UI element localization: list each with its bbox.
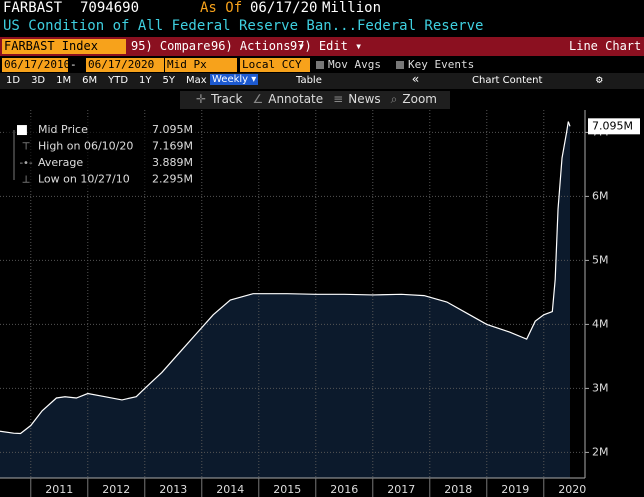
- tool-icon: ✛: [196, 92, 207, 106]
- compare[interactable]: 95) Compare: [131, 39, 211, 53]
- x-tick-label: 2018: [444, 483, 472, 496]
- period[interactable]: 5Y: [162, 75, 176, 86]
- tool-icon: ⌕: [390, 92, 398, 106]
- y-tick-label: 6M: [592, 189, 609, 202]
- y-tick-label: 4M: [592, 317, 609, 330]
- legend-label: High on 06/10/20: [38, 140, 133, 153]
- x-tick-label: 2017: [387, 483, 415, 496]
- frequency[interactable]: Weekly ▾: [210, 74, 259, 85]
- y-tick-label: 2M: [592, 445, 609, 458]
- checkbox[interactable]: [316, 61, 324, 69]
- field[interactable]: Mid Px: [165, 58, 237, 72]
- x-tick-label: 2020: [558, 483, 586, 496]
- ticker: FARBAST: [3, 0, 63, 16]
- x-tick-label: 2014: [216, 483, 244, 496]
- legend-box: [6, 119, 196, 189]
- tool[interactable]: Annotate: [268, 92, 324, 106]
- area: [0, 121, 570, 479]
- tool[interactable]: Zoom: [402, 92, 437, 106]
- chart-type[interactable]: Line Chart: [569, 39, 642, 53]
- x-tick-label: 2011: [45, 483, 73, 496]
- chart-content[interactable]: Chart Content: [472, 75, 543, 86]
- units: Million: [322, 0, 382, 16]
- tool-icon: ≡: [333, 92, 344, 106]
- legend-symbol: ■: [16, 123, 28, 138]
- period-bar: [0, 73, 644, 89]
- tool[interactable]: News: [348, 92, 381, 106]
- x-tick-label: 2013: [159, 483, 187, 496]
- legend-label: Low on 10/27/10: [38, 173, 130, 186]
- end-date[interactable]: 06/17/2020: [86, 58, 164, 72]
- x-tick-label: 2019: [501, 483, 529, 496]
- edit[interactable]: 97) Edit ▾: [290, 39, 363, 53]
- legend-symbol: ⊤: [22, 142, 31, 153]
- mov-avgs[interactable]: Mov Avgs: [328, 58, 381, 71]
- last: 7094690: [80, 0, 140, 16]
- checkbox[interactable]: [396, 61, 404, 69]
- legend-value: 3.889M: [152, 156, 193, 169]
- y-tick-label: 3M: [592, 381, 609, 394]
- key-events[interactable]: Key Events: [408, 58, 475, 71]
- legend-value: 7.095M: [152, 123, 193, 136]
- legend-symbol: ⊥: [22, 175, 31, 186]
- start-date[interactable]: 06/17/2010: [2, 58, 71, 72]
- periods: 1D 3D 1M 6M YTD 1Y 5Y Max: [6, 75, 218, 86]
- period[interactable]: 1D: [6, 75, 21, 86]
- last-price-label: 7.095M: [592, 119, 633, 132]
- tool[interactable]: Track: [211, 92, 243, 106]
- legend-value: 7.169M: [152, 140, 193, 153]
- as-of-date: 06/17/20: [250, 0, 318, 16]
- legend-symbol: -•-: [19, 158, 33, 169]
- period[interactable]: 6M: [82, 75, 98, 86]
- legend-label: Mid Price: [38, 123, 88, 136]
- dash: -: [70, 58, 77, 71]
- y-tick-label: 5M: [592, 253, 609, 266]
- security[interactable]: FARBAST Index: [2, 39, 126, 54]
- legend-label: Average: [38, 156, 83, 169]
- period[interactable]: Max: [186, 75, 207, 86]
- line: [0, 121, 571, 435]
- legend-value: 2.295M: [152, 173, 193, 186]
- tool-icon: ∠: [252, 92, 264, 106]
- last-price-box: [588, 118, 640, 135]
- period[interactable]: 1M: [56, 75, 72, 86]
- period[interactable]: 3D: [31, 75, 46, 86]
- tools: ✛ Track ∠ Annotate ≡ News ⌕ Zoom: [186, 92, 437, 107]
- x-tick-label: 2012: [102, 483, 130, 496]
- gear-icon[interactable]: ⚙: [596, 73, 603, 86]
- description: US Condition of All Federal Reserve Ban.…: [3, 18, 484, 34]
- table[interactable]: Table: [296, 75, 322, 86]
- period[interactable]: 1Y: [139, 75, 152, 86]
- actions[interactable]: 96) Actions ▾: [211, 39, 305, 53]
- tool-bar: [180, 91, 450, 109]
- as-of: As Of: [200, 0, 243, 16]
- x-tick-label: 2016: [330, 483, 358, 496]
- toolbar: [0, 37, 644, 56]
- currency[interactable]: Local CCY: [240, 58, 310, 72]
- collapse[interactable]: «: [412, 72, 420, 86]
- period[interactable]: YTD: [108, 75, 129, 86]
- x-tick-label: 2015: [273, 483, 301, 496]
